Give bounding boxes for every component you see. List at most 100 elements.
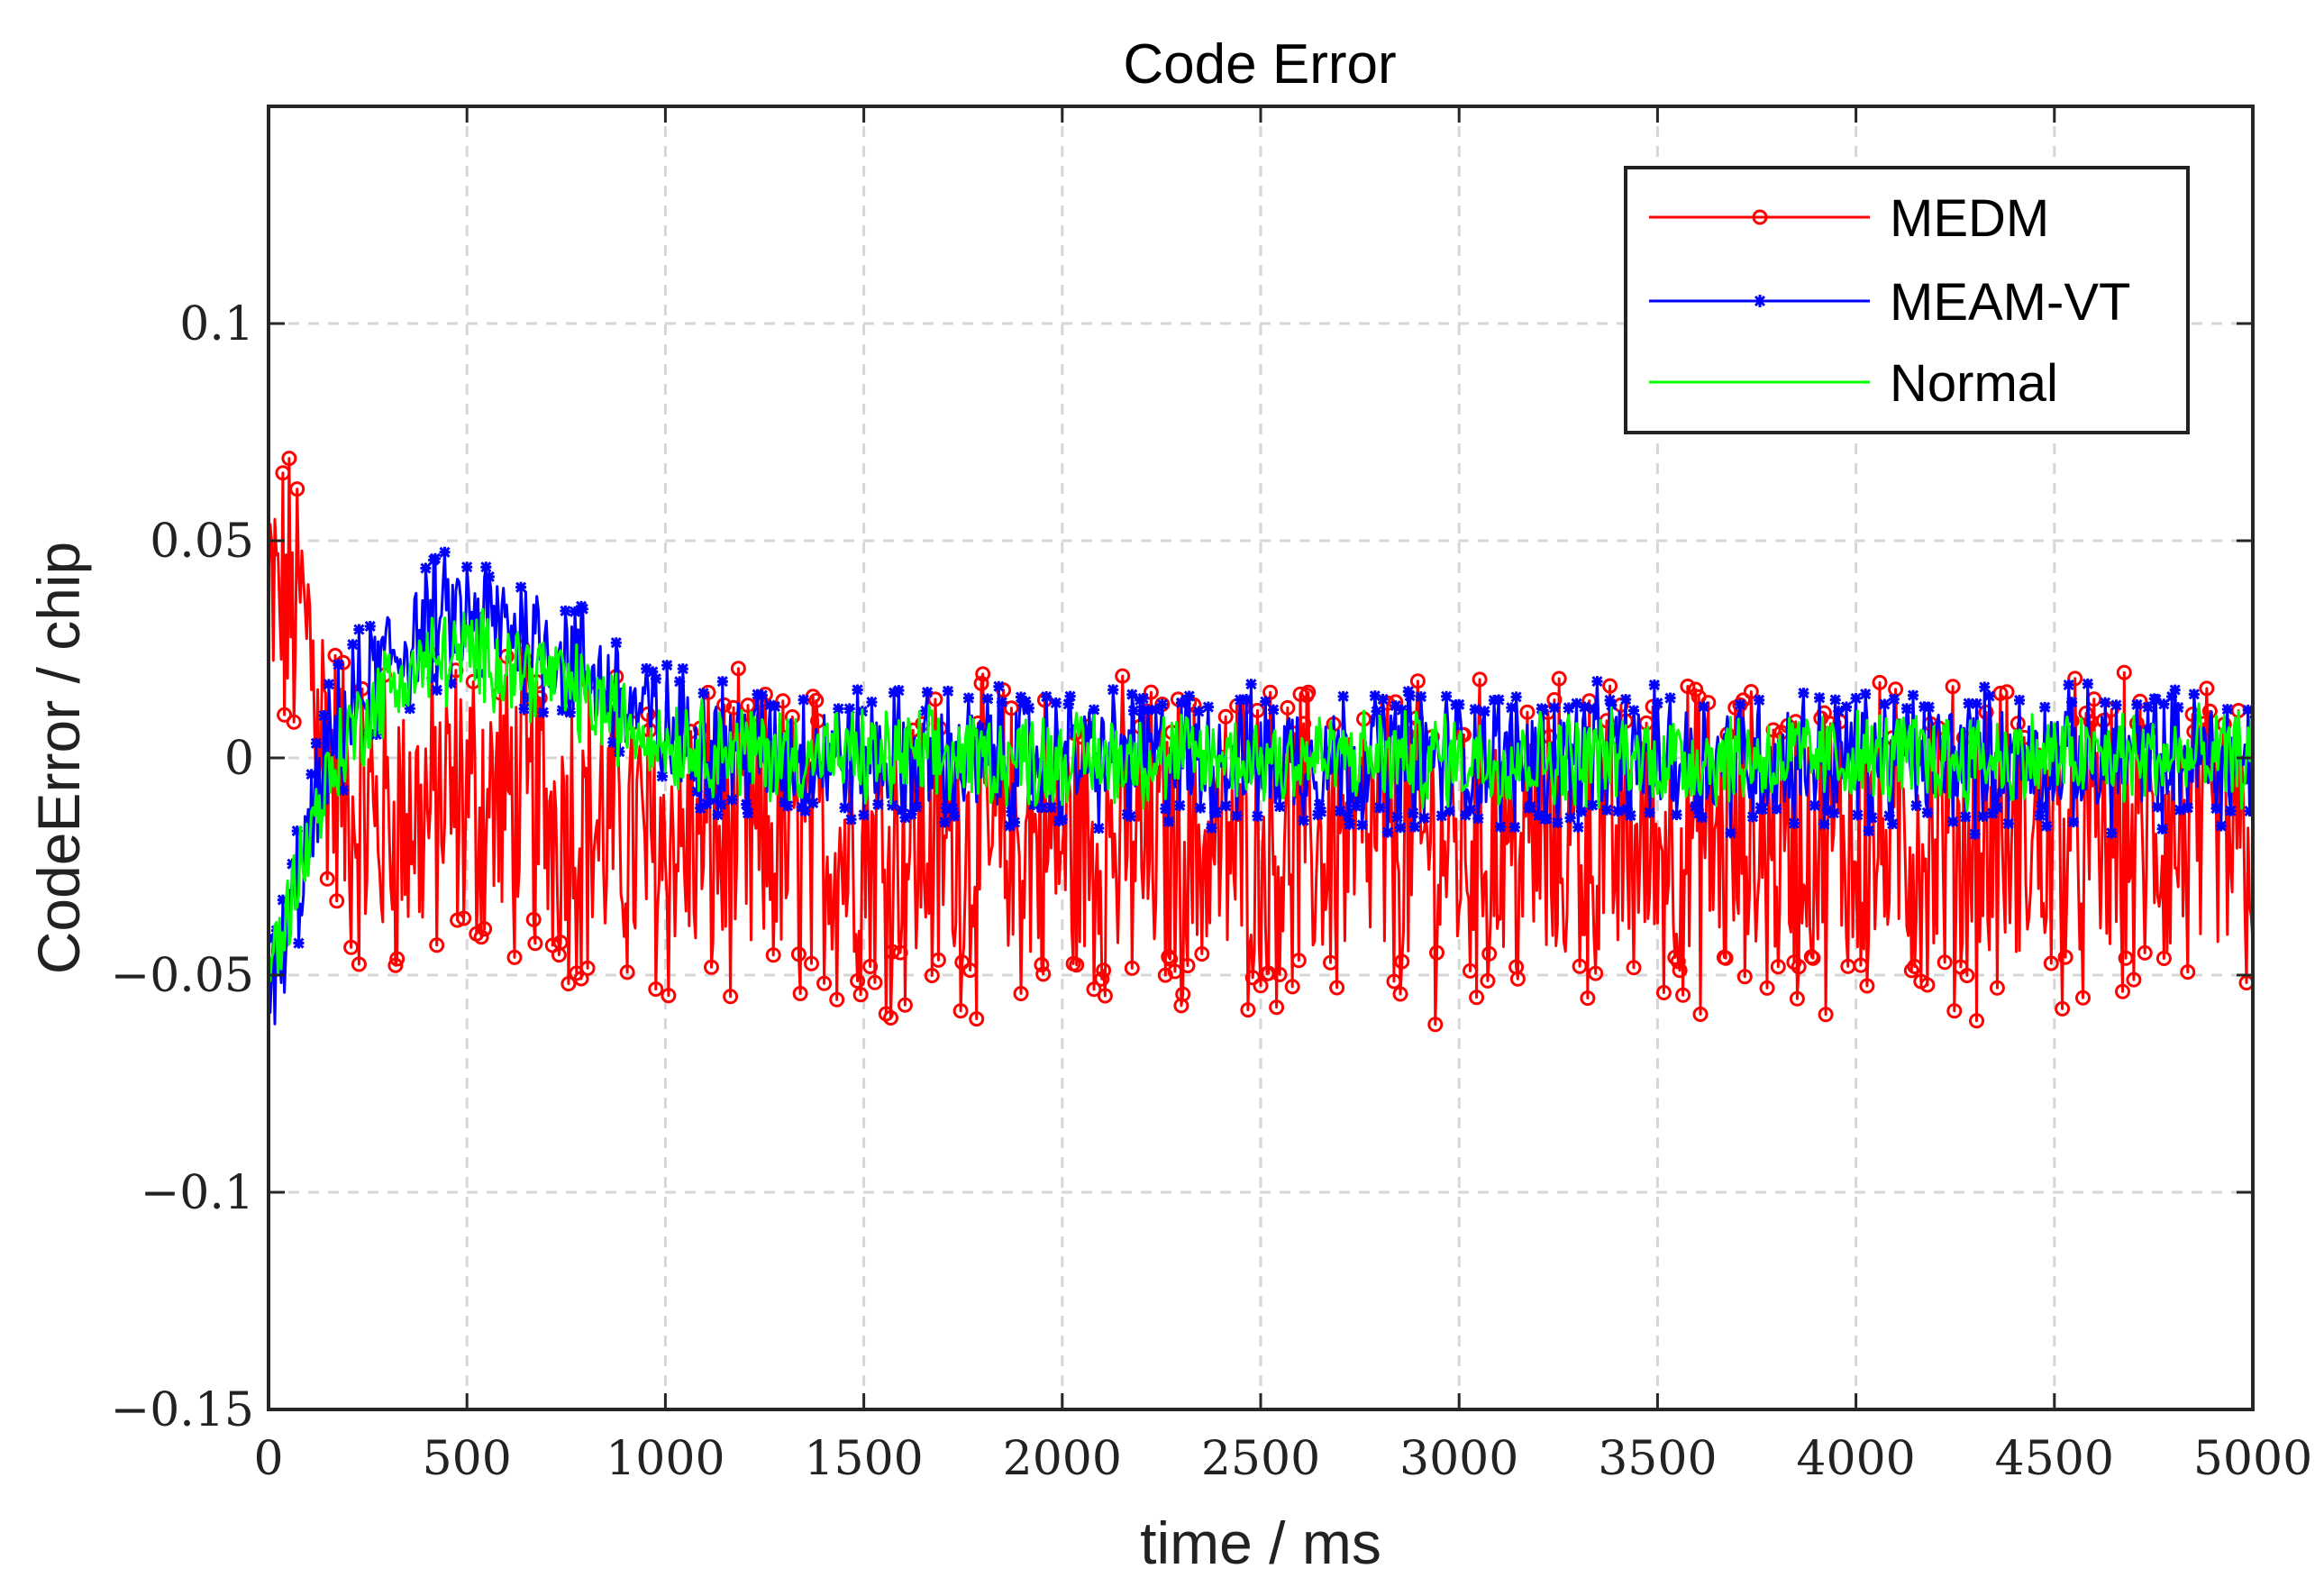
- marker-1-1103: [2013, 694, 2026, 707]
- marker-0-907: [1700, 695, 1717, 711]
- marker-1-137: [480, 561, 492, 573]
- marker-1-19: [293, 937, 305, 949]
- marker-0-488: [1035, 966, 1052, 982]
- marker-1-662: [1314, 798, 1326, 810]
- marker-0-918: [1718, 950, 1734, 966]
- marker-1-1119: [2039, 701, 2051, 713]
- marker-1-803: [1537, 705, 1549, 716]
- marker-1-1117: [2036, 800, 2047, 812]
- x-tick-label-6: 3000: [1399, 1432, 1518, 1486]
- marker-1-903: [1696, 811, 1708, 823]
- marker-1-1069: [1960, 811, 1972, 823]
- marker-1-490: [1041, 690, 1053, 703]
- marker-1-408: [910, 801, 922, 813]
- marker-0-330: [784, 709, 800, 725]
- marker-0-642: [1280, 699, 1296, 716]
- marker-1-414: [920, 705, 932, 716]
- marker-1-371: [852, 684, 863, 696]
- marker-0-826: [1572, 958, 1588, 974]
- marker-0-342: [804, 955, 819, 971]
- marker-1-337: [797, 694, 809, 706]
- marker-1-105: [429, 552, 442, 564]
- marker-1-1084: [1983, 690, 1995, 702]
- marker-1-89: [404, 703, 415, 715]
- marker-1-982: [1821, 804, 1833, 816]
- marker-0-650: [1292, 686, 1308, 702]
- marker-1-1038: [1910, 799, 1922, 811]
- marker-1-316: [764, 699, 776, 711]
- marker-0-43: [329, 893, 345, 909]
- marker-1-592: [1202, 701, 1214, 713]
- marker-1-680: [1342, 810, 1353, 822]
- marker-1-359: [833, 703, 844, 715]
- marker-0-10: [277, 707, 293, 723]
- marker-0-1007: [1859, 978, 1875, 994]
- marker-1-850: [1612, 805, 1624, 817]
- marker-1-244: [650, 673, 661, 685]
- marker-0-252: [661, 988, 677, 1004]
- marker-0-392: [883, 1010, 898, 1026]
- marker-0-168: [527, 935, 543, 952]
- marker-0-1221: [2199, 680, 2215, 697]
- marker-1-520: [1088, 704, 1100, 716]
- y-tick-label-4: 0.05: [150, 515, 254, 569]
- marker-0-655: [1300, 684, 1317, 700]
- marker-0-637: [1271, 966, 1288, 982]
- marker-1-565: [1160, 803, 1171, 815]
- x-tick-label-3: 1500: [804, 1432, 923, 1486]
- marker-0-57: [351, 956, 367, 972]
- marker-0-757: [1463, 962, 1478, 979]
- x-tick-label-7: 3500: [1598, 1432, 1717, 1486]
- marker-1-415: [921, 687, 934, 698]
- marker-1-1201: [2169, 684, 2181, 696]
- marker-1-721: [1408, 807, 1419, 819]
- marker-1-1046: [1923, 701, 1935, 713]
- series-normal: [269, 607, 2253, 982]
- marker-1-161: [518, 703, 530, 715]
- marker-1-827: [1575, 806, 1587, 817]
- marker-1-462: [996, 697, 1007, 708]
- marker-1-1010: [1866, 812, 1878, 824]
- marker-1-887: [1671, 809, 1682, 821]
- marker-0-981: [1818, 1007, 1834, 1023]
- marker-0-889: [1672, 962, 1688, 979]
- marker-1-1209: [2182, 802, 2193, 814]
- marker-1-493: [1045, 802, 1057, 814]
- marker-1-935: [1747, 811, 1759, 823]
- marker-1-856: [1621, 803, 1633, 815]
- marker-1-819: [1563, 702, 1574, 714]
- marker-1-1184: [2142, 701, 2154, 713]
- marker-0-793: [1519, 704, 1536, 720]
- marker-0-134: [473, 929, 489, 945]
- marker-1-1177: [2131, 698, 2143, 710]
- marker-1-989: [1833, 706, 1845, 717]
- marker-0-420: [927, 691, 943, 707]
- marker-0-544: [1124, 960, 1140, 976]
- marker-1-820: [1564, 812, 1576, 824]
- marker-1-719: [1404, 690, 1416, 702]
- marker-1-603: [1220, 800, 1232, 812]
- marker-1-441: [962, 692, 974, 704]
- marker-1-628: [1260, 696, 1271, 707]
- marker-1-899: [1690, 800, 1701, 812]
- marker-0-736: [1429, 944, 1445, 961]
- marker-1-219: [610, 637, 622, 649]
- marker-0-894: [1680, 679, 1696, 694]
- marker-0-902: [1692, 1007, 1709, 1022]
- marker-1-810: [1548, 702, 1560, 714]
- marker-0-324: [775, 693, 791, 709]
- marker-0-888: [1670, 953, 1686, 970]
- marker-1-710: [1390, 700, 1401, 712]
- marker-1-873: [1648, 679, 1660, 691]
- series-line-0: [269, 457, 2253, 1026]
- marker-0-1025: [1888, 681, 1904, 698]
- marker-0-673: [1329, 980, 1345, 996]
- marker-1-544: [1126, 689, 1138, 700]
- marker-1-393: [887, 799, 898, 811]
- marker-1-697: [1369, 690, 1381, 702]
- marker-0-1130: [2055, 1000, 2071, 1017]
- marker-1-663: [1315, 806, 1327, 817]
- marker-1-711: [1391, 811, 1403, 823]
- marker-0-813: [1551, 670, 1567, 687]
- marker-1-401: [899, 812, 911, 824]
